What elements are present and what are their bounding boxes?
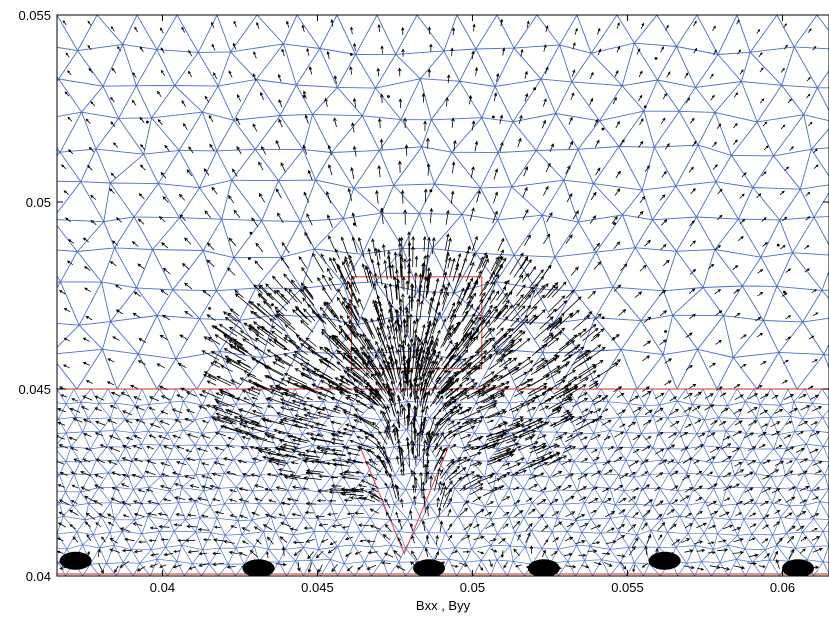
point-dot <box>601 316 605 320</box>
point-dot <box>612 337 616 340</box>
point-dot <box>146 120 149 124</box>
point-dot <box>654 56 658 60</box>
point-dot <box>271 303 274 307</box>
point-dot <box>643 105 647 109</box>
point-dot <box>352 222 356 226</box>
point-dot <box>284 347 287 351</box>
sink-cluster <box>242 559 275 576</box>
groove-outline <box>358 444 450 555</box>
point-dot <box>380 208 384 211</box>
point-dot <box>776 243 780 247</box>
sink-cluster <box>527 559 560 576</box>
sink-cluster <box>413 559 446 576</box>
sink-cluster <box>648 551 681 570</box>
y-tick-label: 0.04 <box>26 569 51 584</box>
point-dot <box>386 95 390 98</box>
y-tick-label: 0.045 <box>18 382 51 397</box>
sink-cluster <box>782 559 814 576</box>
point-dot <box>491 115 495 119</box>
sink-cluster <box>59 551 92 570</box>
point-dot <box>468 246 471 250</box>
point-dot <box>504 281 508 285</box>
x-axis-label: Bxx , Byy <box>416 598 471 613</box>
point-dot <box>349 53 353 56</box>
arrow-set <box>57 18 824 574</box>
x-tick-label: 0.055 <box>611 580 644 595</box>
point-dot <box>613 222 616 225</box>
point-dot <box>533 87 537 91</box>
ticks: 0.04 0.045 0.05 0.055 0.06 0.04 0.045 0.05 0.055 <box>18 8 829 595</box>
x-tick-label: 0.04 <box>150 580 175 595</box>
x-tick-label: 0.05 <box>460 580 485 595</box>
point-dot <box>302 94 306 98</box>
point-dot <box>429 189 433 193</box>
axes-box <box>56 14 829 577</box>
point-dot <box>425 277 429 280</box>
triangular-mesh <box>57 15 829 576</box>
y-tick-label: 0.05 <box>26 195 51 210</box>
point-dot <box>783 290 786 294</box>
mesh-upper <box>57 15 829 390</box>
x-tick-label: 0.045 <box>301 580 334 595</box>
y-tick-label: 0.055 <box>18 8 51 23</box>
point-dot <box>601 127 605 131</box>
point-dot <box>664 330 667 333</box>
point-dot <box>208 307 211 310</box>
point-dot <box>247 257 251 260</box>
plot-background <box>57 15 829 576</box>
axes <box>56 14 829 577</box>
field-arrows <box>57 18 824 576</box>
x-tick-label: 0.06 <box>770 580 795 595</box>
plot-area <box>57 15 829 576</box>
point-dot <box>249 231 253 235</box>
